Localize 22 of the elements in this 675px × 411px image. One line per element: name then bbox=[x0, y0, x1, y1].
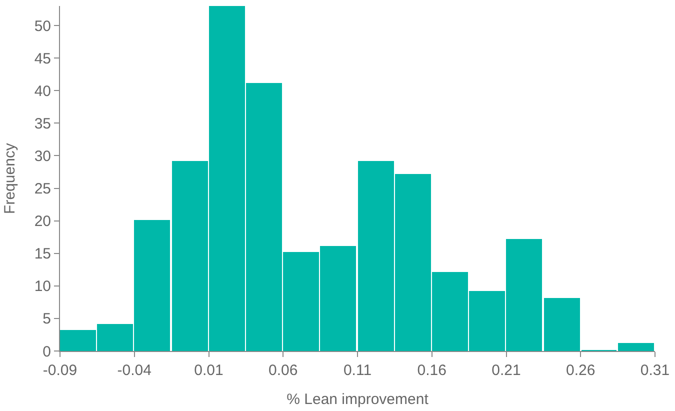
x-tick-label: -0.09 bbox=[42, 362, 78, 379]
y-tick-label: 10 bbox=[34, 278, 51, 296]
y-tick-label: 25 bbox=[34, 180, 51, 198]
x-tick-label: 0.06 bbox=[268, 362, 298, 379]
y-tick-label: 50 bbox=[34, 18, 51, 35]
y-tick-label: 35 bbox=[34, 115, 51, 132]
y-tick-label: 15 bbox=[34, 246, 51, 263]
x-tick-label: 0.21 bbox=[492, 362, 521, 379]
x-tick-label: 0.16 bbox=[417, 362, 446, 379]
x-tick-label: 0.31 bbox=[640, 362, 670, 379]
x-tick-label: -0.04 bbox=[117, 362, 152, 379]
x-tick-label: 0.01 bbox=[194, 362, 224, 379]
y-tick-label: 5 bbox=[42, 310, 51, 328]
y-axis-title: Frequency bbox=[2, 142, 19, 214]
y-tick-label: 45 bbox=[34, 50, 51, 68]
x-axis-title: % Lean improvement bbox=[286, 391, 430, 408]
x-tick-label: 0.26 bbox=[566, 362, 596, 379]
x-tick-label: 0.11 bbox=[343, 362, 372, 379]
y-tick-label: 20 bbox=[34, 213, 51, 230]
y-tick-label: 30 bbox=[34, 148, 51, 165]
y-tick-label: 0 bbox=[42, 343, 51, 360]
y-tick-label: 40 bbox=[34, 82, 51, 100]
